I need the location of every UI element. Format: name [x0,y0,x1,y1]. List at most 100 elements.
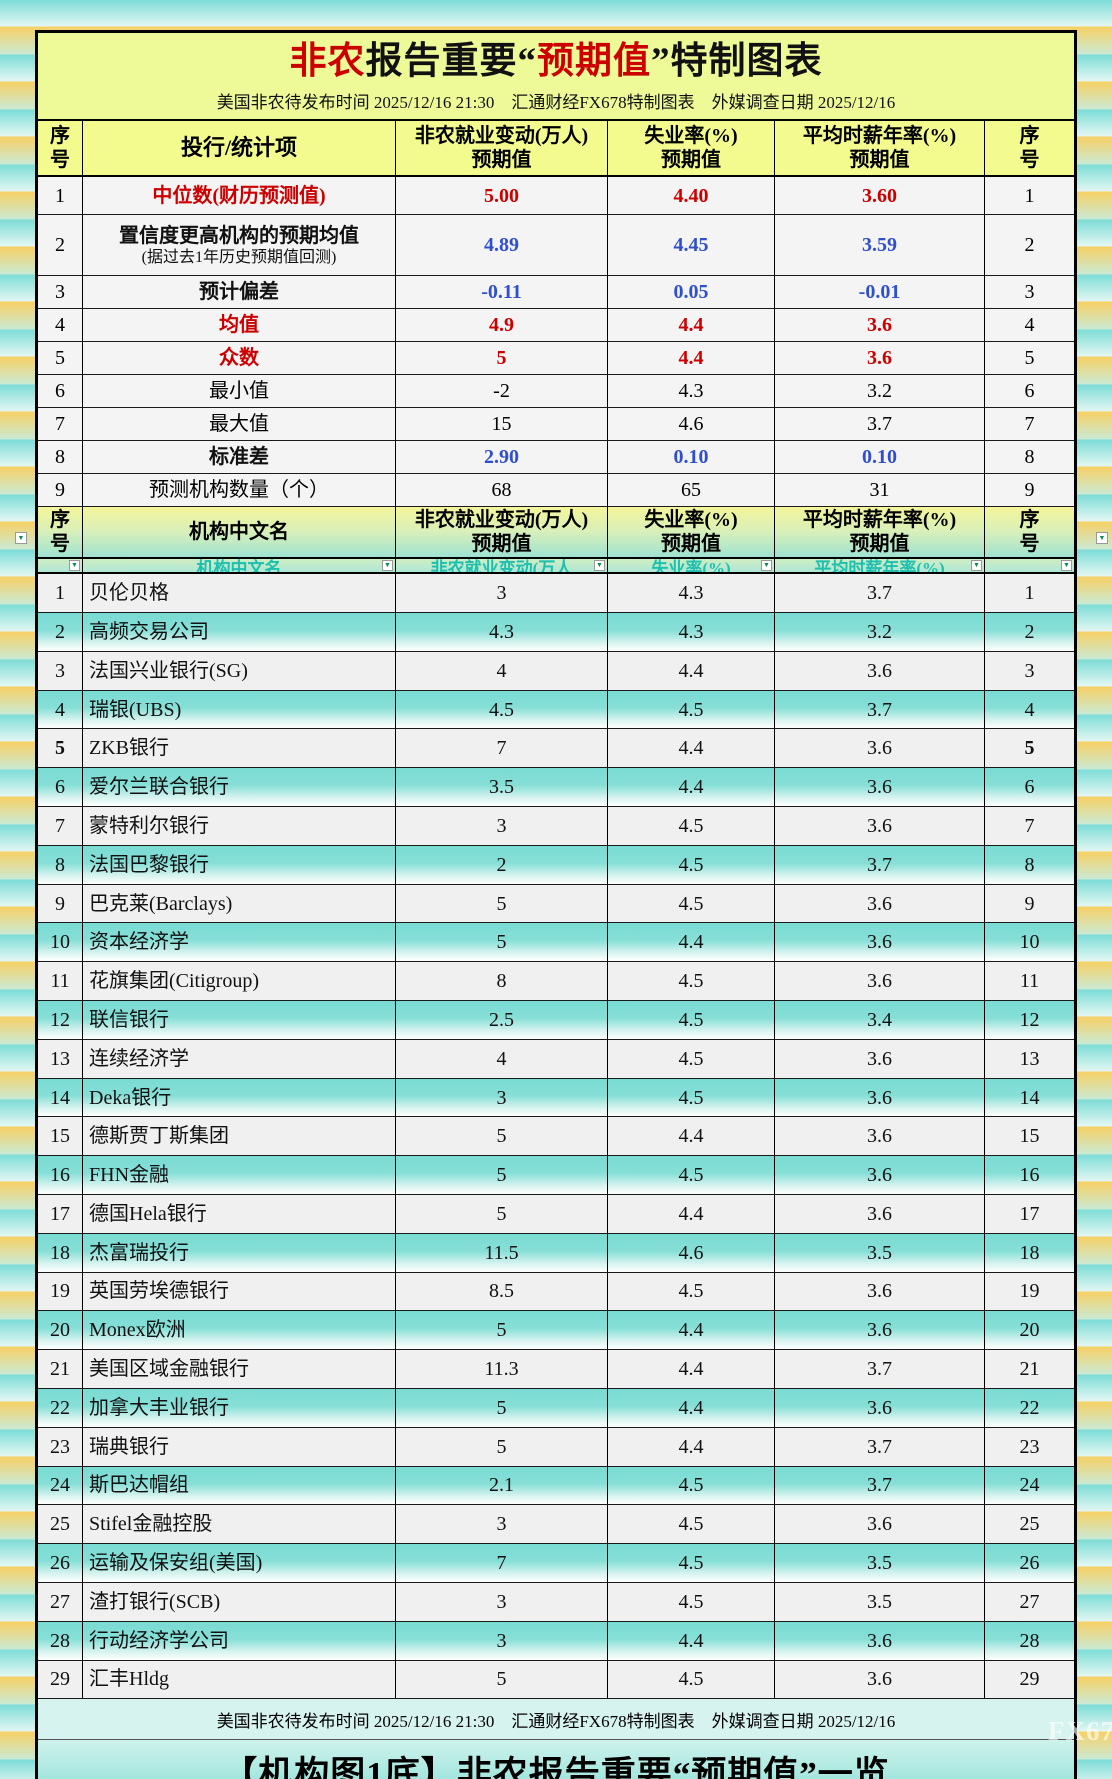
stats-value-cell: 0.10 [775,441,985,474]
stats-label-text: 最小值 [209,380,269,403]
stats-row-seq-left: 4 [38,309,83,342]
title-segment: ” [651,41,671,82]
stats-value-cell: -2 [396,375,608,408]
org-name-cell: 渣打银行(SCB) [83,1582,396,1621]
org-value-cell: 4.5 [608,962,775,1001]
title-block: 非农报告重要“预期值”特制图表 美国非农待发布时间 2025/12/16 21:… [38,33,1074,122]
org-value-cell: 11.3 [396,1350,608,1388]
filter-label: 失业率(%) [651,559,731,573]
stats-header-row: 序 号 投行/统计项 非农就业变动(万人) 预期值 失业率(%) 预期值 平均时… [38,121,1074,178]
filter-dropdown-icon[interactable]: ▼ [971,560,982,572]
org-row-seq-left: 5 [38,729,83,768]
page-title: 非农报告重要“预期值”特制图表 [38,39,1074,85]
stats-row-seq-left: 3 [38,276,83,309]
org-value-cell: 3.6 [775,1388,985,1427]
org-row-seq-right: 12 [1019,1008,1040,1031]
org-row-seq-left: 12 [38,1001,83,1039]
org-value-cell: 4.5 [608,1660,775,1699]
org-table-row: 23 瑞典银行 5 4.4 3.7 23 [38,1427,1074,1467]
stats-row-seq-right: 8 [1024,446,1035,469]
stats-table-row: 8 标准差 2.90 0.10 0.10 8 [38,441,1074,475]
org-row-seq-left: 22 [38,1388,83,1427]
org-name-cell: 杰富瑞投行 [83,1233,396,1272]
org-name-cell: 连续经济学 [83,1039,396,1078]
filter-dropdown-icon[interactable]: ▼ [1061,560,1072,572]
org-row-seq-right: 15 [1019,1125,1040,1148]
org-table-row: 2 高频交易公司 4.3 4.3 3.2 2 [38,613,1074,652]
org-value-cell: 3 [396,1621,608,1660]
org-row-seq-left: 3 [38,651,83,690]
orgs-header-seq-left: 序 号 [38,507,83,558]
org-row-seq-right: 27 [1019,1590,1040,1613]
org-row-seq-left: 2 [38,613,83,651]
org-value-cell: 7 [396,729,608,768]
org-value-cell: 4 [396,1039,608,1078]
org-value-cell: 3.6 [775,729,985,768]
org-value-cell: 4.4 [608,768,775,807]
org-row-seq-right: 2 [1024,620,1035,643]
filter-dropdown-icon[interactable]: ▼ [382,560,393,572]
org-row-seq-left: 17 [38,1195,83,1233]
stats-row-seq-left: 7 [38,408,83,441]
stats-row-label: 预测机构数量（个） [83,474,396,507]
org-name-cell: 美国区域金融银行 [83,1350,396,1388]
org-name-cell: 蒙特利尔银行 [83,807,396,845]
stats-value-cell: 5.00 [396,177,608,215]
stats-value-cell: 31 [775,474,985,507]
org-value-cell: 3 [396,1582,608,1621]
org-name-cell: 法国巴黎银行 [83,845,396,884]
org-row-seq-right: 1 [1024,582,1035,605]
stats-value-cell: 3.6 [775,342,985,375]
autofilter-band: ▼ 机构中文名 ▼ 非农就业变动(万人 ▼ 失业率(%) ▼ 平均时薪年率(%)… [38,559,1074,575]
filter-dropdown-icon[interactable]: ▼ [594,560,605,572]
stats-row-seq-right: 7 [1024,413,1035,436]
org-value-cell: 5 [396,1388,608,1427]
org-name-cell: 高频交易公司 [83,613,396,651]
org-row-seq-right: 5 [1024,737,1035,760]
org-row-seq-left: 11 [38,962,83,1001]
org-row-seq-right: 17 [1019,1202,1040,1225]
org-table-row: 19 英国劳埃德银行 8.5 4.5 3.6 19 [38,1272,1074,1312]
org-row-seq-left: 27 [38,1582,83,1621]
org-value-cell: 3 [396,807,608,845]
stats-row-seq-left: 8 [38,441,83,474]
org-table-row: 21 美国区域金融银行 11.3 4.4 3.7 21 [38,1350,1074,1389]
org-row-seq-right: 23 [1019,1435,1040,1458]
filter-dropdown-icon[interactable]: ▼ [761,560,772,572]
stats-row-seq-left: 2 [38,215,83,276]
org-table-row: 13 连续经济学 4 4.5 3.6 13 [38,1039,1074,1079]
org-value-cell: 5 [396,1117,608,1156]
stats-header-unemployment: 失业率(%) 预期值 [608,121,775,176]
title-segment: 报告重要 [365,41,518,82]
org-row-seq-left: 14 [38,1078,83,1117]
org-name-cell: 瑞银(UBS) [83,690,396,729]
org-row-seq-right: 9 [1024,892,1035,915]
org-table-row: 8 法国巴黎银行 2 4.5 3.7 8 [38,845,1074,885]
stats-row-label: 最大值 [83,408,396,441]
org-name-cell: 法国兴业银行(SG) [83,651,396,690]
org-value-cell: 3.6 [775,651,985,690]
stats-value-cell: 0.10 [608,441,775,474]
stats-value-cell: 3.7 [775,408,985,441]
org-table-row: 15 德斯贾丁斯集团 5 4.4 3.6 15 [38,1117,1074,1157]
org-value-cell: 3.6 [775,1311,985,1350]
org-value-cell: 4.5 [608,1582,775,1621]
org-value-cell: 4.4 [608,1388,775,1427]
stats-table-row: 1 中位数(财历预测值) 5.00 4.40 3.60 1 [38,177,1074,216]
org-table-row: 28 行动经济学公司 3 4.4 3.6 28 [38,1621,1074,1661]
org-value-cell: 4.4 [608,923,775,962]
org-table-row: 24 斯巴达帽组 2.1 4.5 3.7 24 [38,1466,1074,1506]
org-name-cell: Stifel金融控股 [83,1505,396,1544]
filter-dropdown-icon[interactable]: ▼ [15,532,27,544]
org-row-seq-left: 29 [38,1660,83,1699]
org-value-cell: 3.7 [775,1427,985,1466]
filter-dropdown-icon[interactable]: ▼ [1096,532,1108,544]
org-value-cell: 4.5 [608,845,775,884]
org-name-cell: Monex欧洲 [83,1311,396,1350]
filter-dropdown-icon[interactable]: ▼ [69,560,80,572]
org-row-seq-right: 28 [1019,1629,1040,1652]
stats-value-cell: 65 [608,474,775,507]
bottom-banner-title: 【机构图1底】非农报告重要“预期值”一览 [38,1740,1074,1779]
org-value-cell: 4.3 [396,613,608,651]
org-table-row: 26 运输及保安组(美国) 7 4.5 3.5 26 [38,1544,1074,1583]
